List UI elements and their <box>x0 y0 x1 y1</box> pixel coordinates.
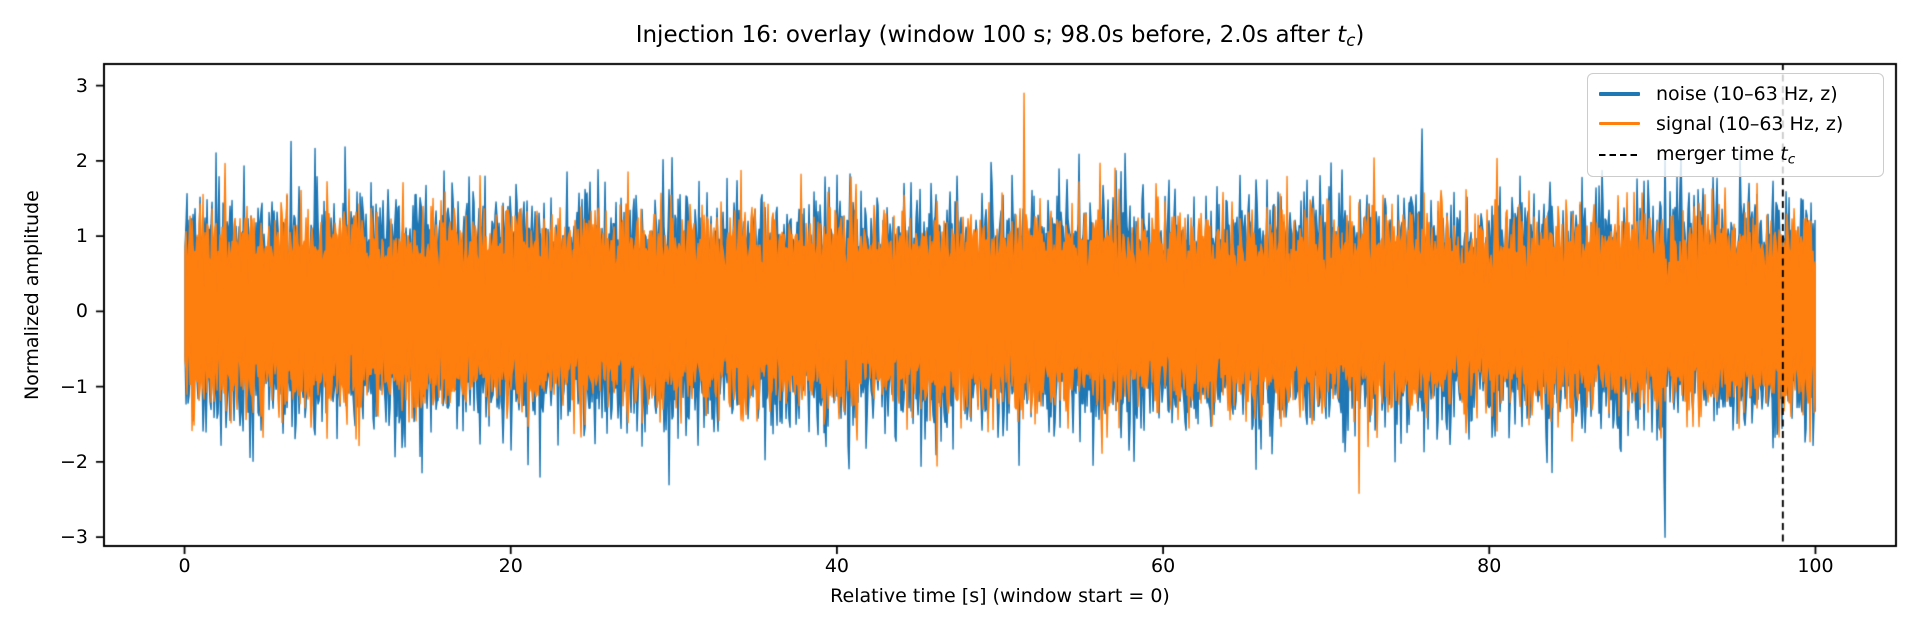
x-tick-label: 40 <box>824 555 849 577</box>
signal-line-sample-icon <box>1599 122 1640 126</box>
legend-label-signal: signal (10–63 Hz, z) <box>1656 112 1844 135</box>
x-tick-label: 100 <box>1797 555 1834 577</box>
chart-title: Injection 16: overlay (window 100 s; 98.… <box>103 22 1897 50</box>
x-axis-label: Relative time [s] (window start = 0) <box>830 585 1170 607</box>
noise-line-sample-icon <box>1599 92 1640 96</box>
x-tick-label: 0 <box>178 555 191 577</box>
y-axis-label: Normalized amplitude <box>21 190 43 400</box>
legend-label-merger-var-sub: c <box>1787 151 1796 168</box>
x-tick-label: 80 <box>1477 555 1502 577</box>
y-tick-label: −3 <box>59 526 88 549</box>
x-tick-label: 60 <box>1150 555 1176 577</box>
legend: noise (10–63 Hz, z) signal (10–63 Hz, z)… <box>1587 73 1884 177</box>
legend-entry-merger: merger time tc <box>1599 143 1873 167</box>
y-tick-label: 3 <box>75 74 88 97</box>
y-tick-label: −1 <box>59 375 88 398</box>
x-tick-label: 20 <box>498 555 523 577</box>
chart-title-text: Injection 16: overlay (window 100 s; 98.… <box>635 22 1338 48</box>
y-tick-label: 0 <box>75 300 88 323</box>
chart-title-var-sub: c <box>1346 31 1356 51</box>
merger-dashed-line-sample-icon <box>1599 153 1640 157</box>
chart-title-var: t <box>1337 22 1347 48</box>
y-tick-label: −2 <box>59 450 88 473</box>
legend-label-merger: merger time tc <box>1656 143 1795 167</box>
legend-label-merger-var: t <box>1780 142 1788 165</box>
y-tick-label: 1 <box>75 225 88 248</box>
legend-label-noise: noise (10–63 Hz, z) <box>1656 82 1838 105</box>
legend-entry-noise: noise (10–63 Hz, z) <box>1599 83 1873 105</box>
legend-entry-signal: signal (10–63 Hz, z) <box>1599 113 1873 135</box>
y-tick-label: 2 <box>75 149 88 172</box>
legend-label-merger-text: merger time <box>1656 142 1781 165</box>
chart-title-suffix: ) <box>1355 22 1365 48</box>
